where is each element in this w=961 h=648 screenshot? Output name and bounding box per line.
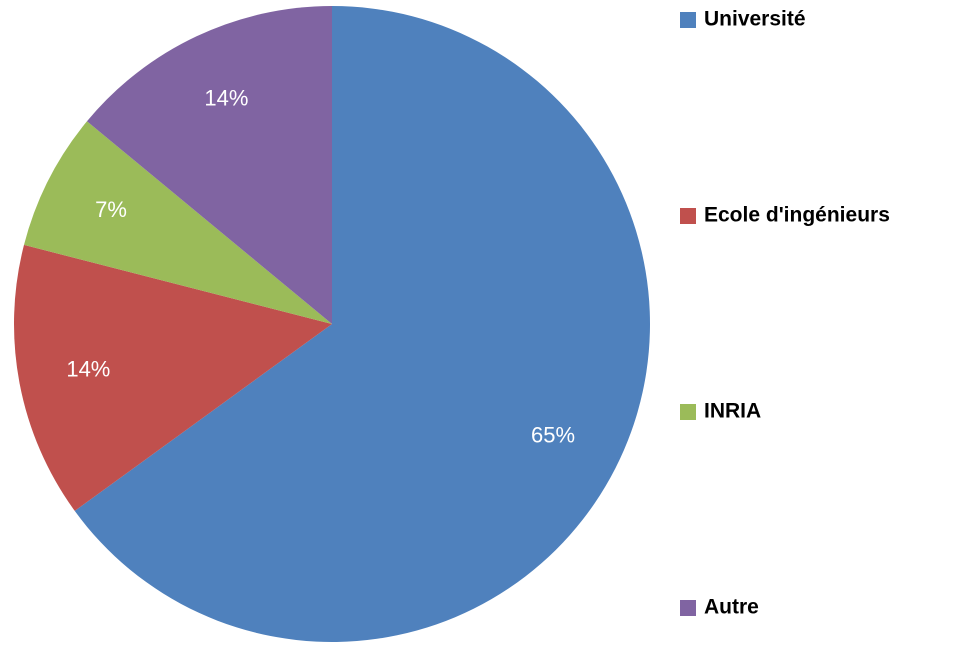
- legend-label: Université: [704, 8, 806, 31]
- pie-slice: [86, 6, 332, 324]
- legend-swatch: [680, 12, 696, 28]
- legend-swatch: [680, 600, 696, 616]
- legend-swatch: [680, 208, 696, 224]
- legend-label: Ecole d'ingénieurs: [704, 204, 890, 227]
- data-label: 65%: [531, 422, 575, 447]
- data-label: 14%: [66, 356, 110, 381]
- legend-label: Autre: [704, 596, 759, 619]
- legend-label: INRIA: [704, 400, 761, 423]
- data-label: 7%: [95, 197, 127, 222]
- pie-slice: [14, 244, 332, 511]
- data-label: 14%: [204, 85, 248, 110]
- legend-swatch: [680, 404, 696, 420]
- pie-slice: [74, 6, 650, 643]
- pie-slice: [23, 121, 333, 325]
